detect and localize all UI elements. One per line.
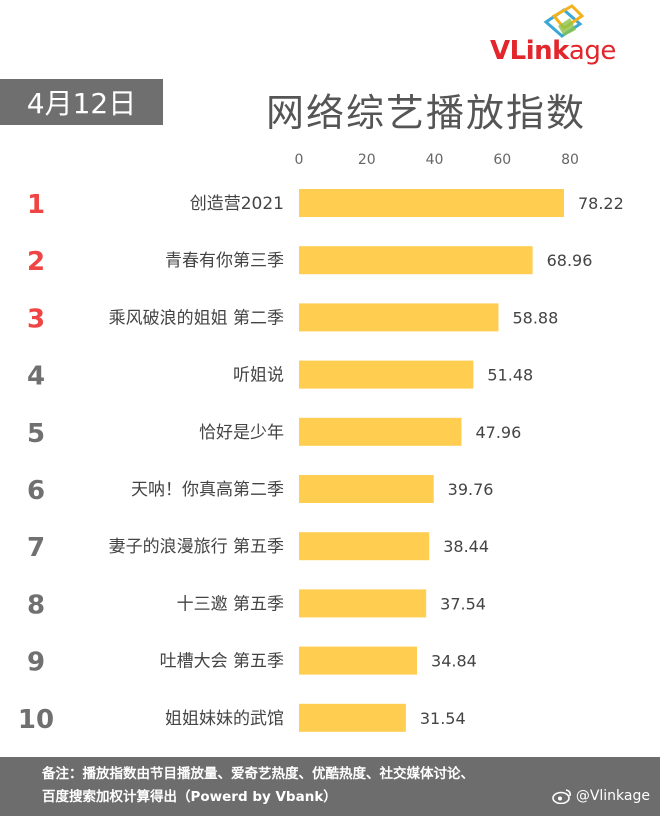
- rank-number: 6: [27, 476, 45, 506]
- category-label: 听姐说: [233, 366, 284, 386]
- rank-number: 9: [27, 648, 45, 678]
- category-label: 天呐！你真高第二季: [131, 480, 284, 500]
- bar-value-label: 39.76: [448, 480, 494, 499]
- category-label: 姐姐妹妹的武馆: [165, 709, 284, 729]
- bar-value-label: 78.22: [578, 194, 624, 213]
- bar-chart: 0 20 40 60 80 78.22 创造营2021 1 68.96 青春有你第三季 2 58.88…: [18, 152, 624, 735]
- bar: [299, 189, 564, 217]
- bar: [299, 532, 430, 561]
- watermark: @Vlinkage: [552, 788, 650, 804]
- x-tick-label: 60: [493, 152, 511, 168]
- category-label: 十三邀 第五季: [177, 594, 284, 614]
- bar: [299, 475, 434, 503]
- bar: [299, 703, 406, 732]
- x-tick-label: 0: [295, 152, 304, 168]
- bar-value-label: 47.96: [475, 423, 521, 442]
- rank-number: 7: [27, 533, 45, 563]
- rank-number: 3: [27, 304, 45, 334]
- bar-value-label: 34.84: [431, 652, 477, 671]
- rank-number: 4: [27, 362, 45, 392]
- rank-number: 5: [27, 419, 45, 449]
- logo-cube-icon: [543, 4, 585, 38]
- footer-note-line-2: 百度搜索加权计算得出（Powerd by Vbank）: [42, 789, 337, 805]
- x-tick-label: 80: [561, 152, 579, 168]
- bar-value-label: 38.44: [443, 537, 489, 556]
- footer-note-line-1: 备注：播放指数由节目播放量、爱奇艺热度、优酷热度、社交媒体讨论、: [42, 766, 474, 782]
- weibo-icon: [552, 789, 571, 804]
- category-label: 青春有你第三季: [165, 251, 284, 271]
- bar: [299, 303, 499, 332]
- rank-number: 2: [27, 247, 45, 277]
- footer-note: 备注：播放指数由节目播放量、爱奇艺热度、优酷热度、社交媒体讨论、 百度搜索加权计…: [0, 757, 660, 816]
- bar: [299, 646, 418, 675]
- chart-title: 网络综艺播放指数: [266, 91, 587, 135]
- category-label: 创造营2021: [190, 194, 284, 214]
- bar-value-label: 31.54: [420, 709, 466, 728]
- bar-value-label: 68.96: [547, 251, 593, 270]
- bar-value-label: 37.54: [440, 594, 486, 613]
- rank-number: 10: [18, 705, 54, 735]
- category-label: 恰好是少年: [199, 423, 284, 443]
- bar: [299, 360, 474, 389]
- x-tick-label: 20: [358, 152, 376, 168]
- x-tick-label: 40: [426, 152, 444, 168]
- category-label: 吐槽大会 第五季: [160, 652, 284, 672]
- rank-number: 1: [27, 190, 45, 220]
- bar: [299, 246, 533, 275]
- bar-value-label: 58.88: [512, 308, 558, 327]
- bar: [299, 589, 427, 618]
- category-label: 乘风破浪的姐姐 第二季: [109, 308, 284, 328]
- vlinkage-logo: VLinkage: [490, 4, 650, 70]
- category-label: 妻子的浪漫旅行 第五季: [109, 537, 284, 557]
- bar-value-label: 51.48: [487, 366, 533, 385]
- bar: [299, 417, 462, 446]
- rank-number: 8: [27, 590, 45, 620]
- watermark-text: @Vlinkage: [575, 788, 650, 804]
- date-label: 4月12日: [0, 79, 163, 125]
